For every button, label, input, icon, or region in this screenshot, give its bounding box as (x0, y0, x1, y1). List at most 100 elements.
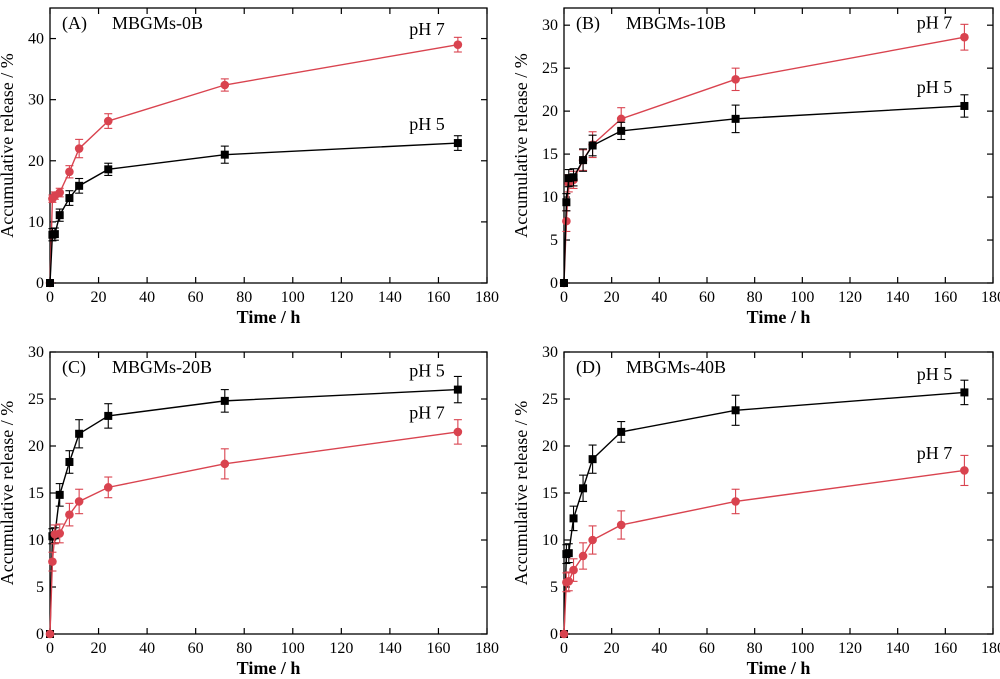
series-label: pH 7 (917, 13, 953, 33)
y-tick-label: 30 (28, 92, 44, 109)
data-point (75, 181, 84, 190)
series-ph-7 (45, 36, 463, 288)
x-tick-label: 100 (790, 289, 814, 306)
x-axis-label: Time / h (747, 307, 811, 327)
data-point (65, 457, 74, 466)
y-axis-label: Accumulative release / % (511, 53, 531, 237)
y-tick-label: 20 (28, 153, 44, 170)
data-point (960, 388, 969, 397)
data-point (588, 535, 597, 545)
y-tick-label: 25 (542, 60, 558, 77)
data-point (588, 455, 597, 464)
x-tick-label: 140 (378, 289, 402, 306)
y-tick-label: 30 (28, 344, 44, 361)
x-tick-label: 140 (378, 640, 402, 657)
series-label: pH 5 (917, 364, 953, 384)
panel-title: MBGMs-20B (112, 357, 212, 377)
panel-letter: (D) (576, 357, 601, 378)
x-tick-label: 60 (699, 640, 715, 657)
series-ph-7 (45, 419, 463, 639)
data-point (579, 484, 588, 493)
x-tick-label: 60 (699, 289, 715, 306)
data-point (104, 165, 113, 174)
y-tick-label: 10 (542, 532, 558, 549)
x-tick-label: 100 (281, 289, 305, 306)
data-point (731, 75, 740, 84)
y-tick-label: 5 (36, 579, 44, 596)
x-tick-label: 20 (91, 289, 107, 306)
x-tick-label: 100 (790, 640, 814, 657)
data-point (560, 279, 568, 287)
x-axis-label: Time / h (237, 307, 301, 327)
y-tick-label: 20 (542, 438, 558, 455)
series-label: pH 5 (409, 360, 445, 380)
x-tick-label: 20 (604, 289, 620, 306)
series-label: pH 7 (409, 403, 445, 423)
x-tick-label: 180 (475, 289, 499, 306)
x-tick-label: 20 (91, 640, 107, 657)
y-tick-label: 25 (28, 391, 44, 408)
panel-letter: (B) (576, 13, 600, 34)
x-tick-label: 40 (139, 640, 155, 657)
data-point (65, 510, 74, 519)
x-tick-label: 40 (139, 289, 155, 306)
panel-c: 0 20 40 60 80 100 120 140 160 180 0 5 10 15 20 25 30 Time… (0, 344, 499, 678)
data-point (55, 188, 65, 197)
data-point (569, 565, 578, 575)
y-tick-label: 25 (542, 391, 558, 408)
panel-b: 0 20 40 60 80 100 120 140 160 180 0 5 10 15 20 25 30 Time… (511, 7, 1000, 327)
data-point (74, 144, 84, 153)
y-tick-label: 0 (36, 626, 44, 643)
data-point (103, 116, 113, 126)
series-line-ph-7 (563, 469, 965, 635)
data-point (617, 126, 626, 135)
y-tick-label: 20 (542, 103, 558, 120)
data-point (104, 411, 113, 420)
data-point (220, 396, 229, 405)
series-ph-7 (559, 23, 969, 288)
series-ph-5 (560, 379, 969, 638)
data-point (453, 139, 462, 148)
x-tick-label: 120 (838, 289, 862, 306)
data-point (45, 629, 55, 639)
y-tick-label: 15 (28, 485, 44, 502)
series-line-ph-7 (49, 431, 458, 635)
data-point (617, 427, 626, 436)
x-tick-label: 160 (426, 289, 450, 306)
data-point (453, 385, 462, 394)
data-point (453, 40, 463, 49)
x-tick-label: 80 (747, 289, 763, 306)
data-point (46, 279, 54, 287)
data-point (960, 466, 969, 475)
data-point (731, 497, 740, 506)
data-point (55, 211, 64, 220)
x-tick-label: 140 (886, 289, 910, 306)
data-point (564, 174, 573, 183)
data-point (48, 557, 57, 566)
y-tick-label: 10 (28, 532, 44, 549)
series-line-ph-5 (49, 142, 458, 284)
panel-letter: (C) (62, 357, 86, 378)
x-tick-label: 180 (475, 640, 499, 657)
data-point (564, 549, 573, 558)
y-axis-label: Accumulative release / % (0, 401, 17, 585)
x-tick-label: 0 (560, 289, 568, 306)
y-tick-label: 30 (542, 17, 558, 34)
x-tick-label: 180 (981, 289, 1000, 306)
x-tick-label: 60 (188, 289, 204, 306)
y-tick-label: 10 (542, 189, 558, 206)
data-point (569, 173, 578, 182)
data-point (453, 427, 463, 437)
y-tick-label: 0 (36, 275, 44, 292)
y-tick-label: 40 (28, 31, 44, 48)
series-ph-5 (46, 135, 462, 287)
series-line-ph-7 (563, 36, 965, 284)
series-ph-5 (46, 375, 462, 638)
data-point (731, 406, 740, 415)
x-tick-label: 180 (981, 640, 1000, 657)
data-point (65, 194, 74, 203)
panel-title: MBGMs-0B (112, 13, 203, 33)
data-point (960, 32, 969, 42)
data-point (588, 141, 597, 150)
